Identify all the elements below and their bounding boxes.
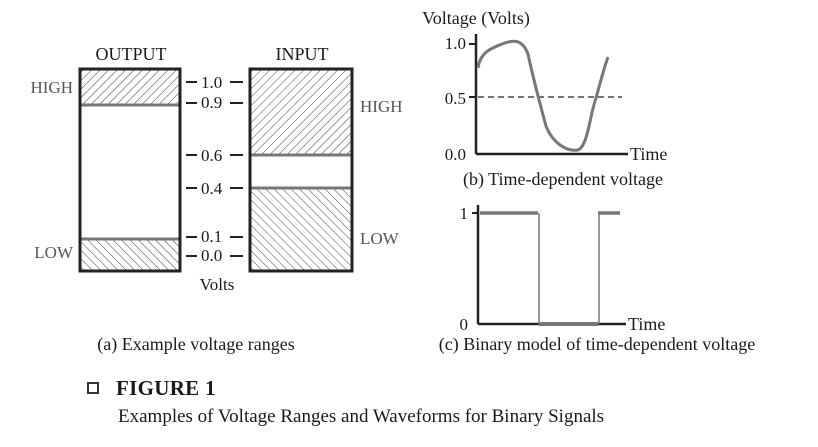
output-low-region [80,239,180,271]
caption-a: (a) Example voltage ranges [97,334,294,355]
volts-label: Volts [200,275,235,294]
caption-c: (c) Binary model of time-dependent volta… [439,334,755,355]
input-column [248,67,354,273]
input-high-region [250,69,352,155]
output-column [78,67,182,273]
voltage-axis-label: Voltage (Volts) [422,8,530,29]
input-low-region [250,188,352,271]
tick-label-0-6: 0.6 [201,146,222,165]
output-high-region [80,69,180,105]
time-label-b: Time [630,144,667,164]
voltage-ranges-panel: OUTPUT INPUT HIGH LOW HIGH LOW [31,44,403,355]
tick-label-0-9: 0.9 [201,93,222,112]
output-box [78,67,182,273]
input-header: INPUT [276,44,329,64]
high-label-left: HIGH [31,78,74,97]
binary-model-panel: 1 0 Time (c) Binary model of time-depend… [439,204,755,355]
ytick-0: 0 [460,315,469,334]
tick-label-0-0: 0.0 [201,246,222,265]
tick-label-1-0: 1.0 [201,73,222,92]
caption-b: (b) Time-dependent voltage [463,169,663,190]
ytick-0-0: 0.0 [445,145,466,164]
ytick-1-0: 1.0 [445,34,466,53]
tick-label-0-4: 0.4 [201,179,223,198]
low-label-left: LOW [34,243,74,262]
tick-label-0-1: 0.1 [201,227,222,246]
ytick-1: 1 [460,204,469,223]
output-header: OUTPUT [96,44,167,64]
figure-subtitle: Examples of Voltage Ranges and Waveforms… [118,406,605,427]
volts-scale: 1.0 0.9 0.6 0.4 0.1 0.0 Volts [186,73,243,294]
time-dependent-panel: Voltage (Volts) 1.0 0.5 0.0 Time (b) Tim… [422,8,667,190]
high-label-right: HIGH [360,97,403,116]
low-label-right: LOW [360,229,400,248]
input-box [248,67,354,273]
figure-title: FIGURE 1 [116,376,216,400]
figure-marker-square [87,382,99,394]
ytick-0-5: 0.5 [445,89,466,108]
voltage-waveform [476,39,610,152]
time-label-c: Time [628,314,665,334]
